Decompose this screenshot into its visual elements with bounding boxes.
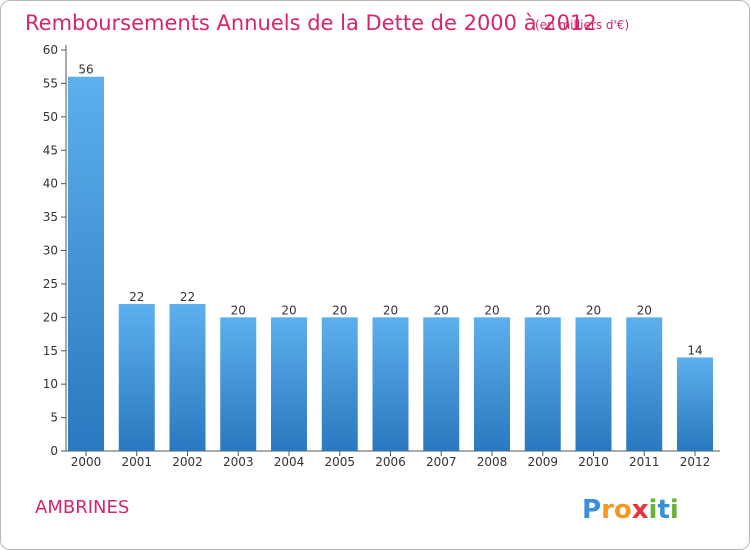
y-tick-label: 45 [43, 143, 58, 157]
x-tick-label: 2011 [629, 455, 660, 469]
bar [169, 303, 206, 451]
data-label: 20 [637, 303, 652, 317]
data-label: 20 [332, 303, 347, 317]
x-tick-label: 2007 [426, 455, 457, 469]
y-tick-label: 5 [50, 411, 58, 425]
proxiti-logo: Proxiti [582, 495, 679, 525]
data-label: 20 [484, 303, 499, 317]
data-label: 20 [586, 303, 601, 317]
data-label: 56 [78, 63, 93, 77]
data-label: 22 [180, 290, 195, 304]
y-tick-label: 35 [43, 210, 58, 224]
x-tick-label: 2008 [477, 455, 508, 469]
bar [474, 317, 510, 451]
bar [372, 317, 409, 451]
logo-letter: t [657, 495, 669, 525]
logo-letter: x [632, 495, 649, 525]
y-tick-label: 55 [43, 76, 58, 90]
bar [677, 357, 713, 451]
y-tick-label: 40 [43, 177, 58, 191]
bar [423, 317, 460, 451]
y-tick-label: 50 [43, 110, 58, 124]
y-tick-label: 25 [43, 277, 58, 291]
x-tick-label: 2009 [527, 455, 558, 469]
logo-letter: P [582, 495, 601, 525]
bar [118, 303, 155, 451]
bar [575, 317, 612, 451]
logo-letter: i [670, 495, 679, 525]
x-tick-label: 2002 [172, 455, 203, 469]
x-tick-label: 2000 [71, 455, 102, 469]
commune-name: AMBRINES [35, 497, 129, 518]
chart-subtitle: (en milliers d'€) [535, 18, 629, 32]
bar [321, 317, 358, 451]
logo-letter: i [649, 495, 658, 525]
x-tick-label: 2012 [680, 455, 711, 469]
x-tick-label: 2001 [121, 455, 152, 469]
x-tick-label: 2010 [578, 455, 609, 469]
logo-wordmark: Proxiti [582, 495, 679, 525]
bars: 2000 56 2001 22 2002 22 2003 20 2004 20 2005 20 2006… [68, 63, 713, 469]
data-label: 20 [281, 303, 296, 317]
y-tick-label: 10 [43, 377, 58, 391]
logo-letter: o [614, 495, 632, 525]
y-tick-label: 30 [43, 244, 58, 258]
bar [220, 317, 257, 451]
data-label: 20 [383, 303, 398, 317]
logo-letter: r [601, 495, 614, 525]
data-label: 14 [687, 343, 702, 357]
data-label: 20 [434, 303, 449, 317]
bar [626, 317, 663, 451]
y-tick-label: 0 [50, 444, 58, 458]
x-tick-label: 2005 [324, 455, 355, 469]
data-label: 20 [231, 303, 246, 317]
data-label: 22 [129, 290, 144, 304]
x-tick-label: 2006 [375, 455, 406, 469]
bar [68, 76, 104, 451]
x-tick-label: 2003 [223, 455, 254, 469]
x-tick-label: 2004 [274, 455, 305, 469]
y-tick-label: 60 [43, 43, 58, 57]
y-tick-label: 15 [43, 344, 58, 358]
chart-title: Remboursements Annuels de la Dette de 20… [25, 11, 597, 35]
bar [524, 317, 561, 451]
bar [271, 317, 307, 451]
y-tick-label: 20 [43, 310, 58, 324]
data-label: 20 [535, 303, 550, 317]
